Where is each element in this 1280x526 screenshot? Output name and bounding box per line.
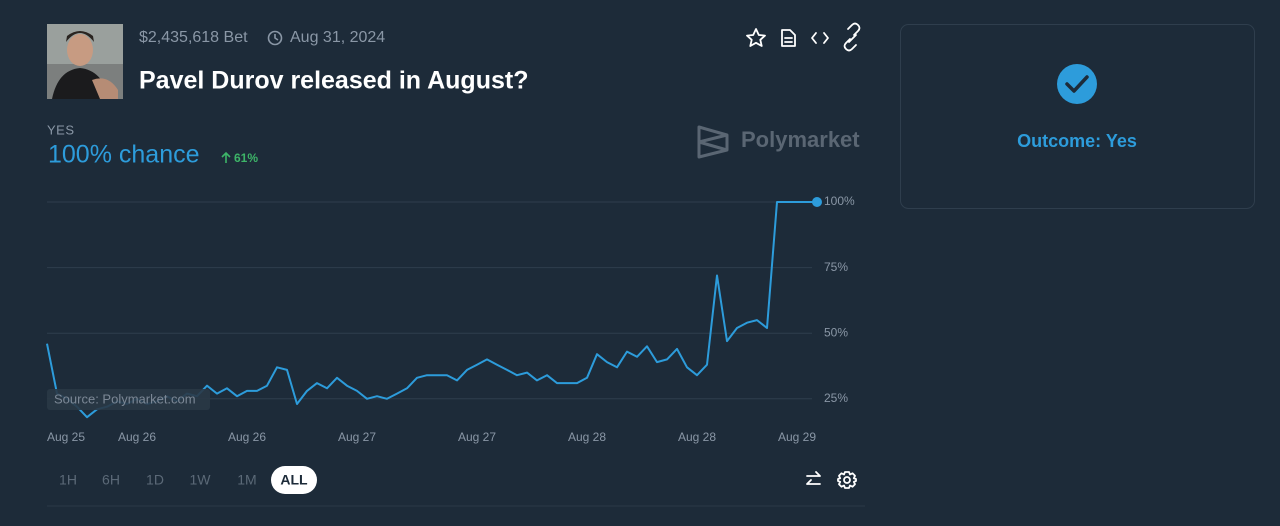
x-tick-label: Aug 25 <box>47 430 85 444</box>
range-button[interactable]: ALL <box>280 472 308 488</box>
check-mark <box>1065 75 1089 93</box>
embed-icon[interactable] <box>811 32 829 44</box>
range-button[interactable]: 1W <box>190 472 212 488</box>
range-button[interactable]: 6H <box>102 472 120 488</box>
watermark: Polymarket <box>741 127 860 152</box>
outcome-label: YES <box>47 122 75 137</box>
y-tick-label: 50% <box>824 325 848 339</box>
x-tick-label: Aug 26 <box>118 430 156 444</box>
range-button[interactable]: 1H <box>59 472 77 488</box>
chance-change: 61% <box>234 151 258 165</box>
range-button-bg <box>271 466 317 494</box>
y-tick-label: 25% <box>824 391 848 405</box>
end-date: Aug 31, 2024 <box>290 29 385 46</box>
source: Source: Polymarket.com <box>54 391 196 406</box>
chance: 100% chance <box>48 141 200 169</box>
price-line <box>46 201 817 419</box>
check-badge <box>1057 64 1097 104</box>
y-tick-label: 75% <box>824 260 848 274</box>
x-tick-label: Aug 29 <box>778 430 816 444</box>
y-tick-label: 100% <box>824 194 855 208</box>
watermark-logo <box>697 125 729 159</box>
star-icon[interactable] <box>746 28 766 47</box>
document-icon[interactable] <box>781 29 796 47</box>
up-arrow <box>221 151 231 163</box>
bet-volume: $2,435,618 Bet <box>139 29 248 46</box>
settings-icon[interactable] <box>837 471 857 489</box>
market-title: Pavel Durov released in August? <box>139 67 528 95</box>
last-point <box>812 197 822 207</box>
outcome-text: Outcome: Yes <box>1017 131 1137 151</box>
x-tick-label: Aug 27 <box>338 430 376 444</box>
x-tick-label: Aug 26 <box>228 430 266 444</box>
x-tick-label: Aug 27 <box>458 430 496 444</box>
price-chart: 25% 50% 75% 100% Aug 25 Aug 26 Aug 26 Aug 27 Aug… <box>46 194 855 444</box>
x-tick-label: Aug 28 <box>568 430 606 444</box>
clock-icon <box>267 30 283 46</box>
range-button[interactable]: 1D <box>146 472 164 488</box>
link-icon[interactable] <box>843 22 861 52</box>
range-buttons: 1H 6H 1D 1W 1M ALL <box>59 466 317 494</box>
swap-icon[interactable] <box>806 471 821 485</box>
x-tick-label: Aug 28 <box>678 430 716 444</box>
source-badge <box>47 389 210 410</box>
outcome-panel <box>900 24 1255 209</box>
range-button[interactable]: 1M <box>237 472 256 488</box>
avatar <box>47 24 123 99</box>
